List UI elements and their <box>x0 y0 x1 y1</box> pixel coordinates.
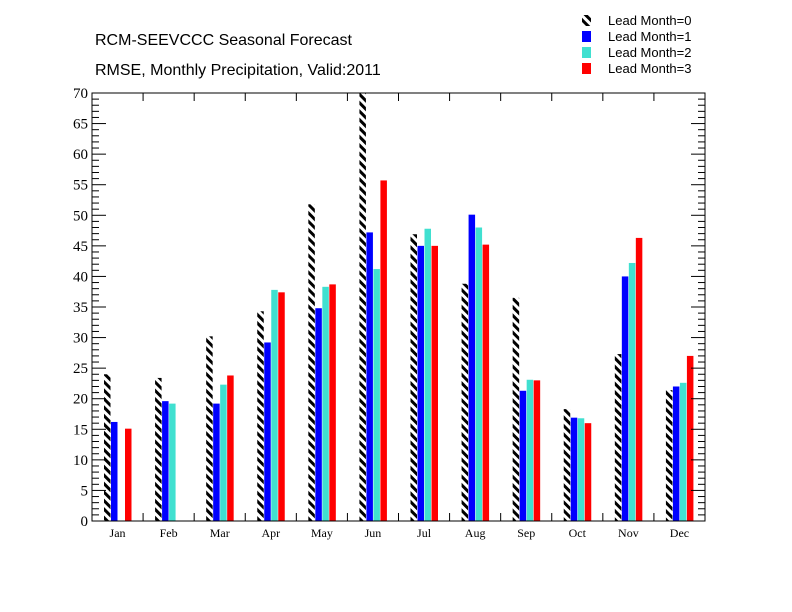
bar-oct-series-3 <box>584 423 592 521</box>
bar-oct-series-1 <box>570 417 578 521</box>
bar-sep-series-2 <box>526 379 534 521</box>
y-tick-label: 50 <box>73 208 88 224</box>
bar-dec-series-1 <box>672 386 680 521</box>
bar-aug-series-0 <box>461 283 469 521</box>
bars-layer <box>104 93 694 522</box>
x-tick-label: Mar <box>210 526 230 540</box>
bar-may-series-0 <box>308 204 315 521</box>
y-tick-label: 25 <box>73 361 88 377</box>
bar-sep-series-0 <box>512 297 520 521</box>
legend-swatch <box>582 15 591 26</box>
axes-layer: 0 5 10 15 20 25 30 35 40 45 50 55 60 65 70 Jan Feb Mar Apr… <box>73 86 706 540</box>
chart-subtitle: RMSE, Monthly Precipitation, Valid:2011 <box>95 62 381 79</box>
x-tick-label: Apr <box>261 526 280 540</box>
bar-may-series-1 <box>315 308 322 521</box>
legend-swatch <box>582 63 591 74</box>
bar-feb-series-2 <box>169 403 176 521</box>
bar-oct-series-0 <box>563 409 571 521</box>
y-tick-label: 60 <box>73 147 88 163</box>
x-tick-label: May <box>311 526 333 540</box>
bar-oct-series-2 <box>577 418 585 521</box>
bar-mar-series-2 <box>220 384 227 521</box>
chart-title: RCM-SEEVCCC Seasonal Forecast <box>95 32 353 49</box>
bar-apr-series-3 <box>278 292 285 521</box>
legend-label: Lead Month=2 <box>608 45 691 60</box>
bar-feb-series-0 <box>155 377 162 521</box>
x-tick-label: Sep <box>517 526 535 540</box>
y-tick-label: 20 <box>73 392 88 408</box>
y-tick-label: 40 <box>73 269 88 285</box>
x-tick-label: Dec <box>670 526 689 540</box>
x-tick-label: Jul <box>417 526 432 540</box>
x-tick-label: Jun <box>365 526 382 540</box>
x-tick-label: Nov <box>618 526 639 540</box>
x-tick-label: Jan <box>110 526 126 540</box>
bar-mar-series-1 <box>213 403 220 521</box>
bar-aug-series-2 <box>475 227 483 521</box>
bar-jun-series-2 <box>373 269 380 521</box>
bar-jan-series-0 <box>104 374 111 521</box>
bar-feb-series-1 <box>162 401 169 521</box>
legend-label: Lead Month=1 <box>608 29 691 44</box>
bar-nov-series-2 <box>628 262 636 521</box>
bar-jul-series-1 <box>417 245 424 522</box>
y-tick-label: 0 <box>81 514 89 530</box>
bar-nov-series-3 <box>635 237 643 521</box>
bar-jan-series-3 <box>125 428 132 521</box>
bar-jul-series-0 <box>410 234 417 522</box>
bar-dec-series-2 <box>679 382 687 521</box>
bar-aug-series-1 <box>468 214 476 522</box>
bar-mar-series-0 <box>206 336 213 521</box>
y-tick-label: 5 <box>81 483 89 499</box>
bar-apr-series-2 <box>271 289 278 521</box>
legend-label: Lead Month=0 <box>608 13 691 28</box>
legend-swatch <box>582 47 591 58</box>
bar-jun-series-3 <box>380 180 387 521</box>
legend-label: Lead Month=3 <box>608 61 691 76</box>
y-tick-label: 35 <box>73 300 88 316</box>
x-tick-label: Oct <box>569 526 587 540</box>
bar-jul-series-3 <box>431 245 438 522</box>
y-tick-label: 70 <box>73 86 88 102</box>
y-tick-label: 10 <box>73 453 88 469</box>
x-tick-label: Feb <box>160 526 178 540</box>
y-tick-label: 45 <box>73 239 88 255</box>
bar-may-series-3 <box>329 284 336 521</box>
bar-jun-series-1 <box>366 232 373 521</box>
y-tick-label: 65 <box>73 117 88 133</box>
legend-swatch <box>582 31 591 42</box>
plot-frame <box>91 92 706 522</box>
bar-sep-series-3 <box>533 380 541 521</box>
x-tick-label: Aug <box>465 526 486 540</box>
bar-dec-series-0 <box>665 390 673 521</box>
bar-mar-series-3 <box>227 375 234 521</box>
bar-sep-series-1 <box>519 390 527 521</box>
bar-dec-series-3 <box>686 355 694 521</box>
bar-jun-series-0 <box>359 93 366 521</box>
bar-apr-series-0 <box>257 311 264 521</box>
bar-aug-series-3 <box>482 244 490 521</box>
bar-jul-series-2 <box>424 228 431 522</box>
bar-apr-series-1 <box>264 342 271 521</box>
y-tick-label: 15 <box>73 422 88 438</box>
bar-jan-series-1 <box>111 421 118 521</box>
y-tick-label: 55 <box>73 178 88 194</box>
bar-nov-series-0 <box>614 354 622 521</box>
bar-may-series-2 <box>322 286 329 521</box>
y-tick-label: 30 <box>73 331 88 347</box>
bar-nov-series-1 <box>621 276 629 521</box>
